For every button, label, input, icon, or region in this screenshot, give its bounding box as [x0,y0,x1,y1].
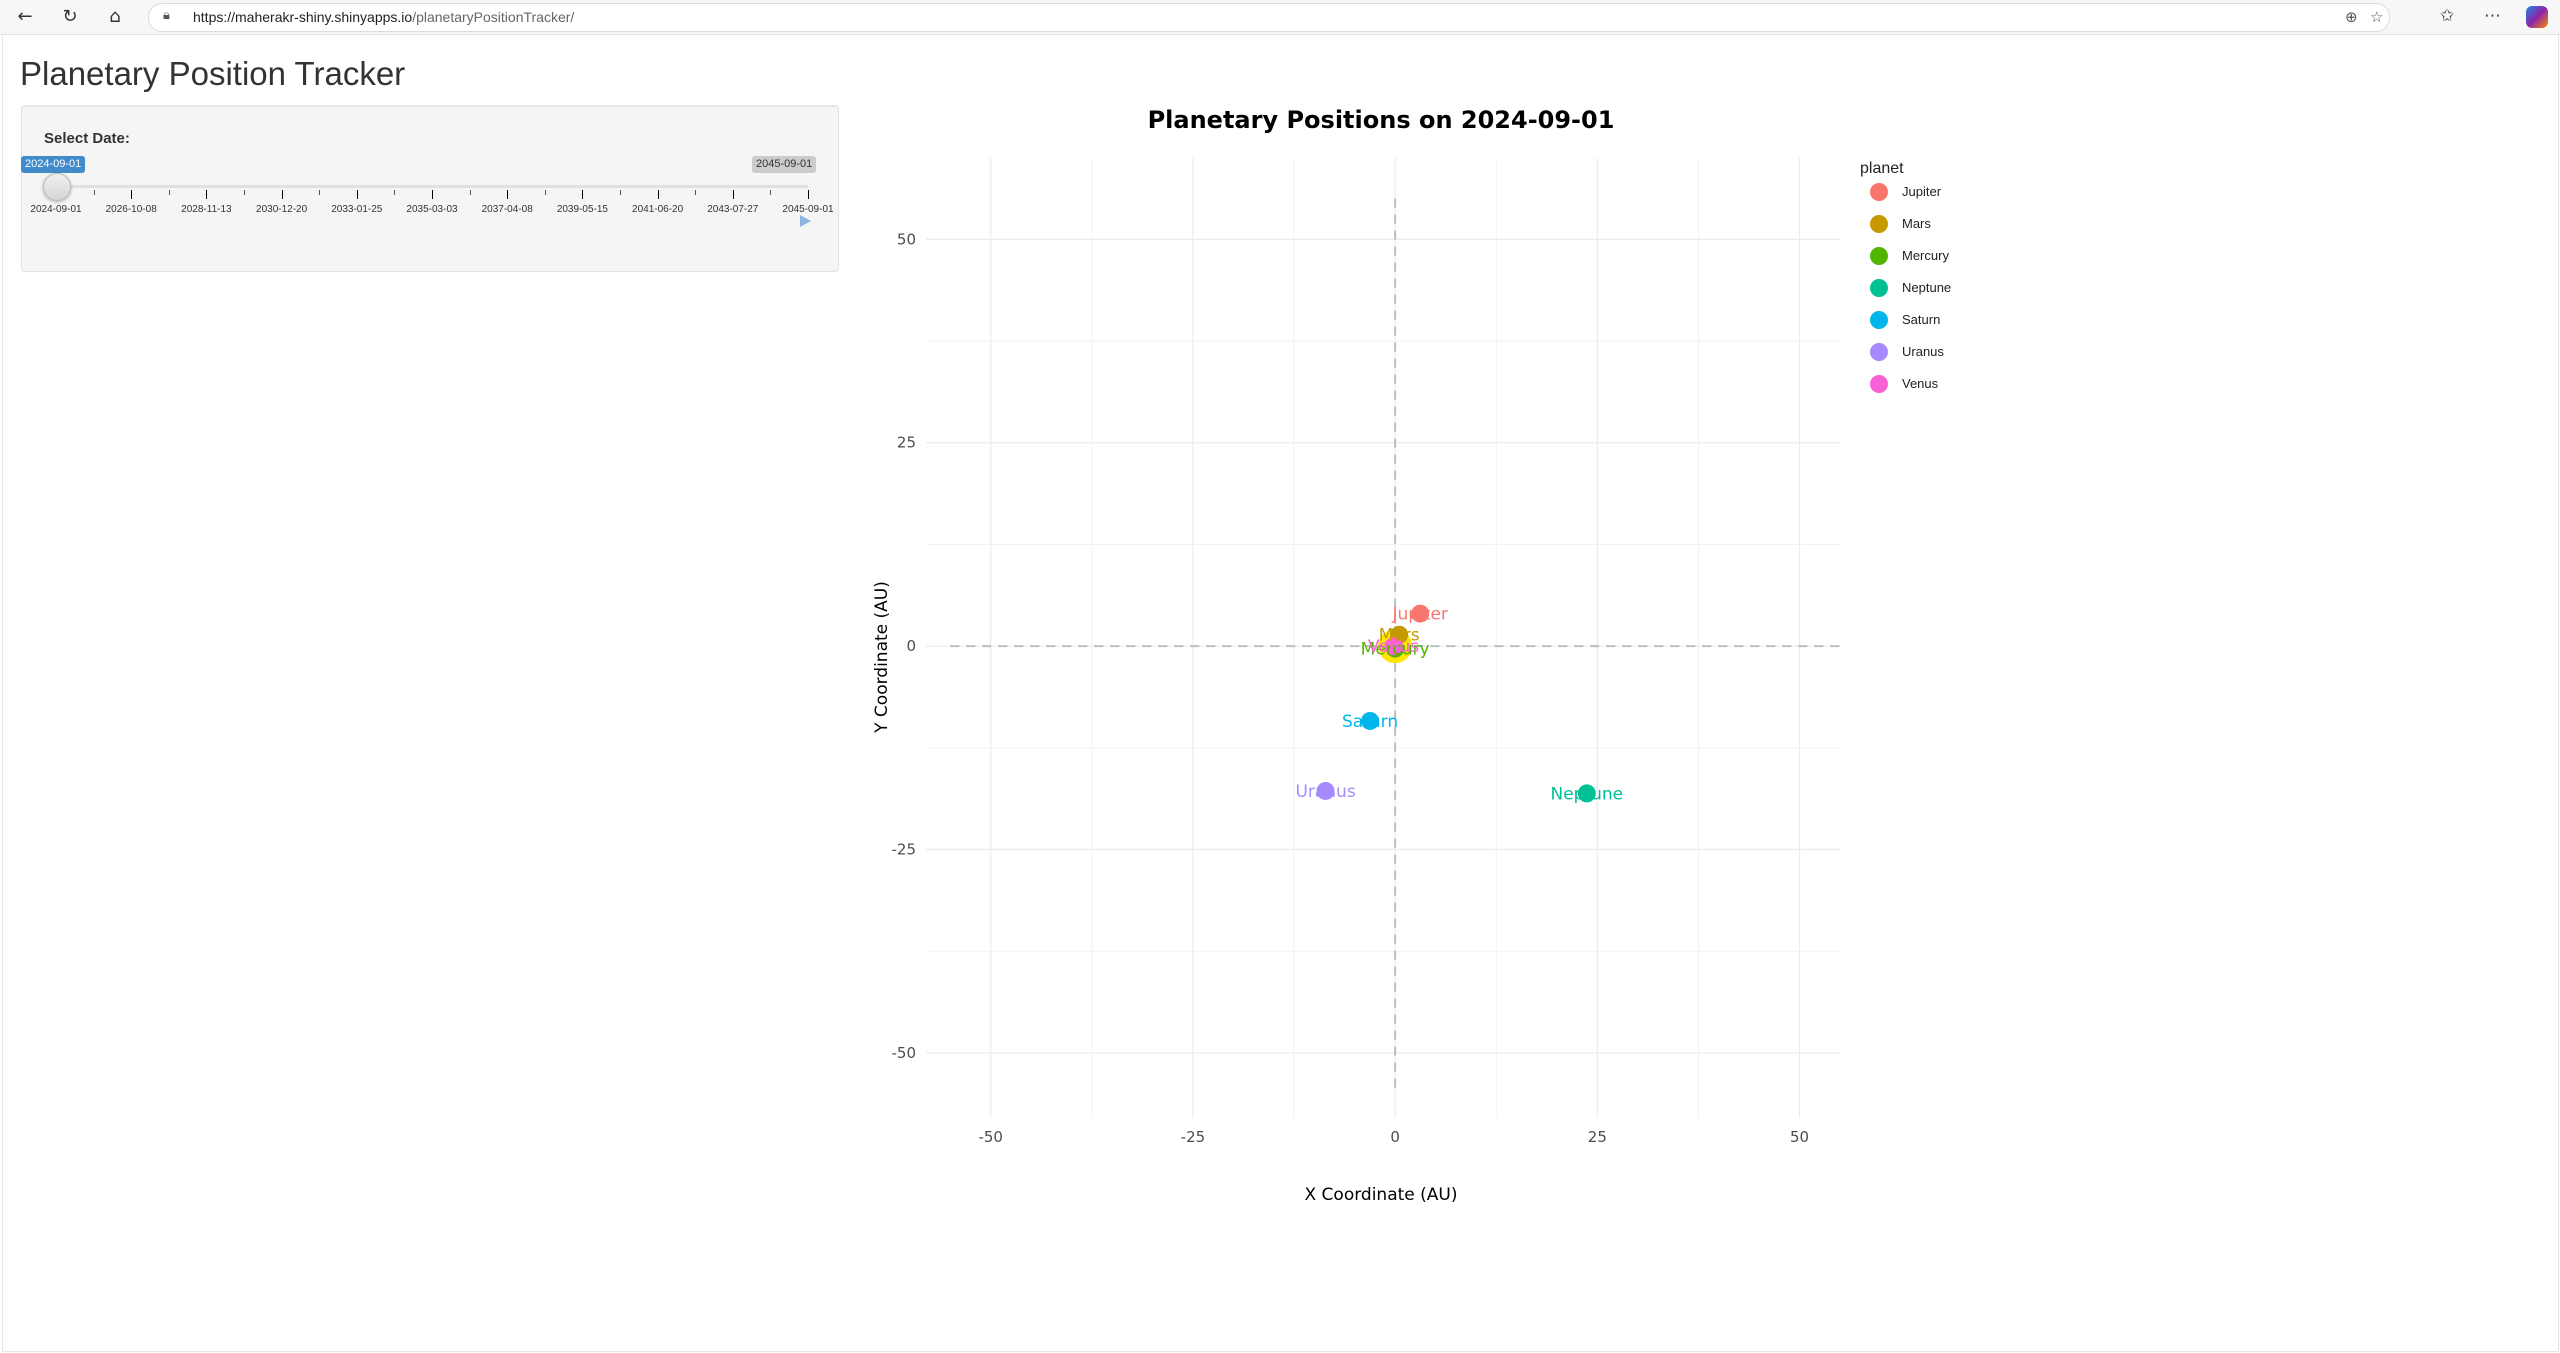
slider-tick [732,190,734,199]
x-tick-label: 25 [1588,1128,1607,1146]
y-tick-label: 50 [897,230,916,248]
browser-toolbar: ← ↻ ⌂ 🔒︎ https://maherakr-shiny.shinyapp… [0,0,2560,35]
x-tick-label: 0 [1390,1128,1400,1146]
slider-tick [93,190,95,195]
legend-swatch [1870,375,1888,393]
slider-tick-label: 2043-07-27 [707,204,759,215]
legend-swatch [1870,215,1888,233]
date-slider-label: Select Date: [44,130,130,147]
legend-label: Mars [1902,216,1931,231]
slider-tick [657,190,659,199]
slider-tick [544,190,546,195]
url-text[interactable]: https://maherakr-shiny.shinyapps.io/plan… [193,9,574,25]
url-path: /planetaryPositionTracker/ [412,9,575,25]
chart-axis-ticks: -50 -25 0 25 50 -50 -25 0 25 50 [892,230,1810,1146]
slider-tick [582,190,584,199]
legend-swatch [1870,311,1888,329]
slider-tick [620,190,621,195]
y-tick-label: -50 [892,1044,917,1062]
planet-point-saturn [1361,711,1380,730]
slider-tick-label: 2039-05-15 [556,204,608,215]
slider-tick [206,190,208,199]
url-host: https://maherakr-shiny.shinyapps.io [193,9,413,25]
slider-tick [770,190,772,195]
slider-tick [281,190,283,199]
reload-icon[interactable]: ↻ [62,6,78,27]
y-tick-label: 25 [897,434,916,452]
sidebar-panel: Select Date: 2024-09-01 2045-09-01 2024-… [21,105,839,272]
slider-tick-label: 2030-12-20 [256,204,308,215]
slider-tick [469,190,471,195]
planet-label-saturn: Saturn [1342,712,1398,732]
more-icon[interactable]: ⋯ [2484,6,2501,26]
play-animation-button[interactable] [800,215,811,227]
slider-tick-label: 2037-04-08 [481,204,533,215]
slider-tick [394,190,396,195]
legend-swatch [1870,247,1888,265]
favorites-icon[interactable]: ✩ [2440,6,2455,26]
slider-tick-label: 2033-01-25 [331,204,383,215]
slider-tick [432,190,433,199]
y-tick-label: 0 [906,637,916,655]
slider-value-badge: 2024-09-01 [21,156,86,173]
x-tick-label: -50 [978,1128,1003,1146]
legend-label: Saturn [1902,312,1941,327]
slider-tick [168,190,170,195]
date-slider-track[interactable] [56,185,808,188]
planet-label-jupiter: Jupiter [1391,605,1447,625]
legend-swatch [1870,183,1888,201]
planet-label-venus: Venus [1368,637,1419,657]
legend-label: Neptune [1902,280,1952,295]
planet-label-mars: Mars [1379,626,1420,646]
legend-label: Jupiter [1902,184,1942,199]
slider-tick [808,190,809,199]
planet-chart: Planetary Positions on 2024-09-01 -50 -25… [872,106,1840,1205]
planet-point-jupiter [1411,604,1430,623]
legend-swatch [1870,279,1888,297]
planet-point-uranus [1316,781,1335,800]
chart-title: Planetary Positions on 2024-09-01 [1148,106,1615,134]
slider-tick [356,190,358,199]
slider-max-badge: 2045-09-01 [752,156,817,173]
slider-tick-label: 2028-11-13 [181,204,232,215]
legend-label: Uranus [1902,344,1944,359]
slider-tick [319,190,321,195]
page-title: Planetary Position Tracker [20,55,406,92]
lock-icon: 🔒︎ [163,8,170,23]
back-icon[interactable]: ← [17,6,33,27]
planet-point-neptune [1577,784,1596,803]
copilot-icon[interactable] [2526,6,2548,28]
slider-tick [507,190,509,199]
slider-tick-label: 2041-06-20 [632,204,684,215]
planet-label-mercury: Mercury [1361,640,1430,660]
address-bar[interactable]: 🔒︎ https://maherakr-shiny.shinyapps.io/p… [148,3,2390,32]
x-tick-label: 50 [1790,1128,1809,1146]
legend-swatch [1870,343,1888,361]
favorite-star-icon[interactable]: ☆ [2370,8,2384,26]
slider-tick [244,190,245,195]
planet-point-venus [1384,637,1403,656]
zoom-icon[interactable]: ⊕ [2345,8,2358,26]
slider-tick-label: 2035-03-03 [406,204,458,215]
slider-tick [695,190,697,195]
slider-tick [131,190,133,199]
slider-tick-label: 2024-09-01 [30,204,82,215]
y-tick-label: -25 [892,841,917,859]
slider-tick-label: 2045-09-01 [782,204,834,215]
legend-label: Venus [1902,376,1939,391]
planet-label-neptune: Neptune [1551,784,1624,804]
x-tick-label: -25 [1181,1128,1206,1146]
legend-label: Mercury [1902,248,1949,263]
y-axis-label: Y Coordinate (AU) [872,581,892,734]
date-slider-handle[interactable] [43,173,71,201]
slider-tick-label: 2026-10-08 [105,204,157,215]
x-axis-label: X Coordinate (AU) [1305,1185,1458,1205]
legend-title: planet [1860,160,1904,177]
home-icon[interactable]: ⌂ [109,6,121,27]
planet-label-uranus: Uranus [1295,782,1355,802]
